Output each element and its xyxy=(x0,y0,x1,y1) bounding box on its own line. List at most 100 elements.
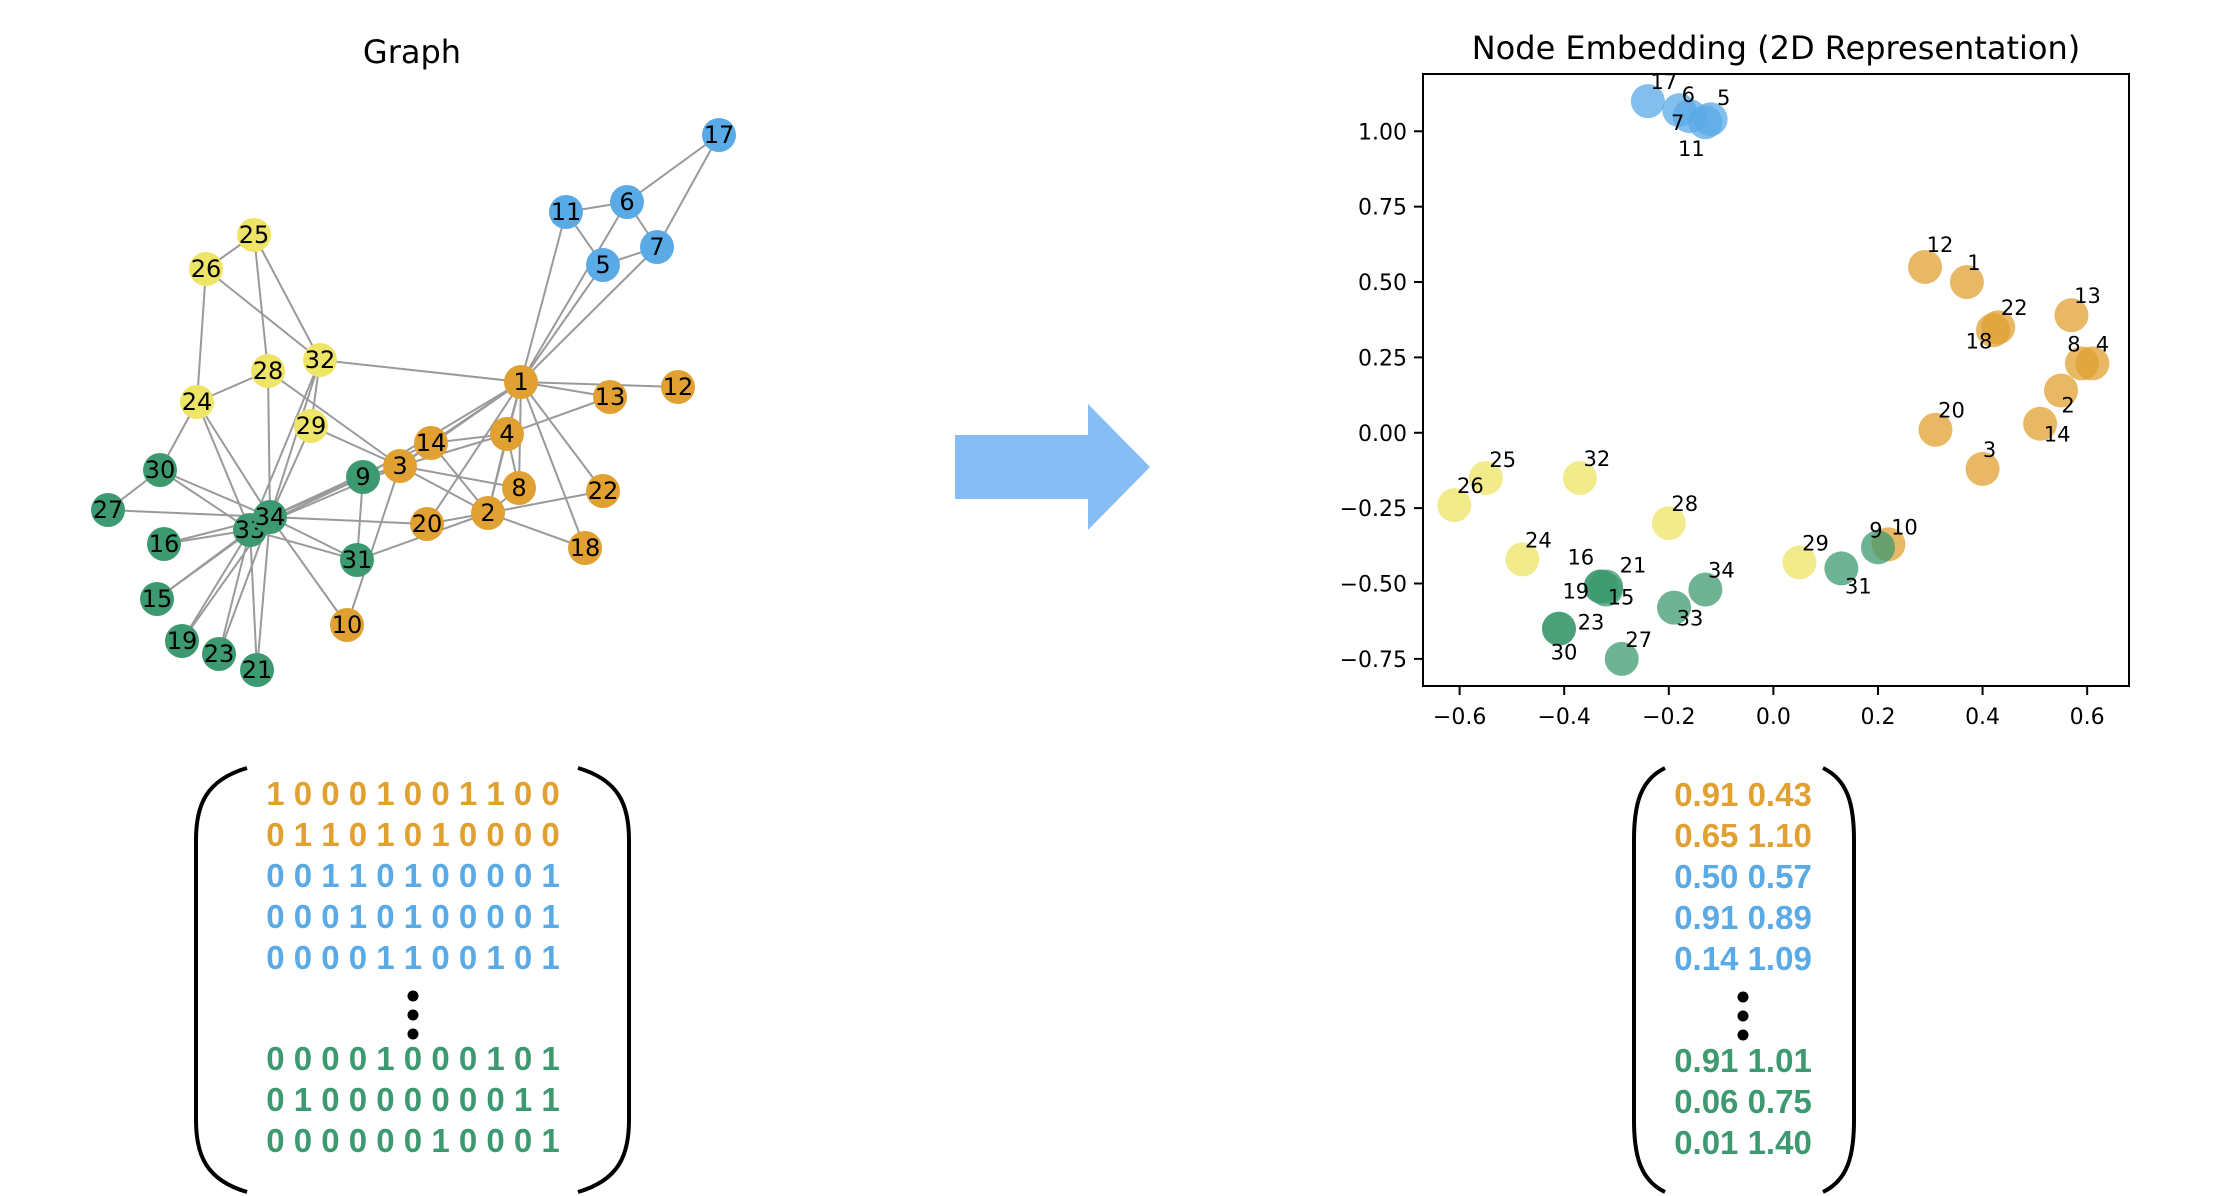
graph-node-label: 6 xyxy=(619,188,634,216)
embedding-rows: 0.91 0.43 0.65 1.10 0.50 0.57 0.91 0.89 0.14… xyxy=(1674,776,1812,1161)
matrix-ellipsis xyxy=(407,990,419,1040)
plot-frame xyxy=(1422,73,2130,687)
graph-node: 5 xyxy=(586,248,620,282)
y-tick-label: 0.75 xyxy=(1358,196,1407,221)
embedding-row: 0.01 1.40 xyxy=(1674,1124,1812,1161)
graph-edge xyxy=(218,529,251,655)
y-tick-label: 0.00 xyxy=(1358,422,1407,447)
graph-node: 27 xyxy=(91,493,125,527)
graph-node: 15 xyxy=(140,582,174,616)
graph-node-circle xyxy=(180,385,214,419)
graph-edge xyxy=(196,268,207,403)
x-tick-label: 0.2 xyxy=(1860,705,1895,730)
embedding-point xyxy=(1782,545,1817,580)
embedding-panel: Node Embedding (2D Representation) −0.6−… xyxy=(1340,29,2130,730)
graph-node-circle xyxy=(253,500,287,534)
graph-node-label: 13 xyxy=(595,383,626,411)
graph-node: 25 xyxy=(237,218,271,252)
graph-node-circle xyxy=(586,474,620,508)
graph-node: 3 xyxy=(383,449,417,483)
x-tick-label: −0.6 xyxy=(1433,705,1486,730)
graph-node-circle xyxy=(702,118,736,152)
graph-node-circle xyxy=(140,582,174,616)
graph-node-label: 3 xyxy=(392,452,407,480)
graph-node: 13 xyxy=(593,380,627,414)
graph-edge xyxy=(256,516,271,671)
graph-node-circle xyxy=(593,380,627,414)
adjacency-matrix: 1 0 0 0 1 0 0 1 1 0 0 0 1 1 0 1 0 1 0 0 0… xyxy=(194,766,631,1194)
graph-node-circle xyxy=(346,460,380,494)
graph-node-circle xyxy=(586,248,620,282)
embedding-point-label: 3 xyxy=(1983,438,1996,462)
graph-node-circle xyxy=(568,531,602,565)
graph-node: 31 xyxy=(340,543,374,577)
embedding-point xyxy=(2023,406,2058,441)
embedding-row: 0.65 1.10 xyxy=(1674,817,1812,854)
graph-node-circle xyxy=(330,608,364,642)
graph-node-label: 1 xyxy=(513,368,528,396)
graph-node-label: 23 xyxy=(204,640,235,668)
graph-edge xyxy=(205,268,321,361)
graph-edge xyxy=(430,381,522,444)
graph-edge xyxy=(346,465,401,626)
embedding-point-label: 6 xyxy=(1682,83,1695,107)
embedding-point xyxy=(1688,105,1723,140)
graph-node-circle xyxy=(549,195,583,229)
embedding-row: 0.91 0.89 xyxy=(1674,899,1812,936)
y-tick-label: 1.00 xyxy=(1358,120,1407,145)
graph-node-circle xyxy=(383,449,417,483)
embedding-point-label: 21 xyxy=(1620,554,1647,578)
graph-edge xyxy=(249,529,258,671)
embedding-point-label: 20 xyxy=(1938,399,1965,423)
matrix-left-bracket xyxy=(194,766,248,1194)
embedding-point xyxy=(1630,84,1665,119)
graph-nodes: 1234567891011121314151617181920212223242… xyxy=(91,118,736,687)
graph-node-label: 22 xyxy=(588,477,619,505)
graph-node: 19 xyxy=(165,624,199,658)
graph-node: 29 xyxy=(294,409,328,443)
x-tick-label: 0.4 xyxy=(1965,705,2000,730)
graph-node: 9 xyxy=(346,460,380,494)
graph-edge xyxy=(520,381,604,492)
graph-node: 2 xyxy=(471,496,505,530)
graph-node-label: 10 xyxy=(332,611,363,639)
graph-node-circle xyxy=(414,426,448,460)
graph-edge xyxy=(487,512,586,549)
embedding-point xyxy=(1860,530,1895,565)
embedding-point-label: 29 xyxy=(1802,531,1829,555)
graph-node-circle xyxy=(490,417,524,451)
graph-edge xyxy=(269,516,348,626)
graph-node-label: 5 xyxy=(595,251,610,279)
y-tick-label: −0.25 xyxy=(1340,497,1407,522)
embedding-point xyxy=(1965,451,2000,486)
embedding-point-label: 14 xyxy=(2044,423,2071,447)
graph-edge xyxy=(626,134,720,203)
embedding-point-label: 16 xyxy=(1567,546,1594,570)
embedding-point-label: 25 xyxy=(1489,448,1516,472)
graph-node-label: 27 xyxy=(93,496,124,524)
graph-node: 11 xyxy=(549,195,583,229)
graph-node: 17 xyxy=(702,118,736,152)
graph-node: 20 xyxy=(410,507,444,541)
graph-node: 24 xyxy=(180,385,214,419)
embedding-right-bracket xyxy=(1822,766,1856,1194)
embedding-point-label: 4 xyxy=(2096,332,2109,356)
graph-node: 7 xyxy=(640,230,674,264)
graph-node: 10 xyxy=(330,608,364,642)
embedding-point-label: 13 xyxy=(2074,284,2101,308)
graph-node: 30 xyxy=(143,453,177,487)
embedding-point xyxy=(1908,249,1943,284)
graph-edge xyxy=(267,370,271,518)
embedding-point-label: 10 xyxy=(1891,515,1918,539)
y-tick-label: −0.75 xyxy=(1340,648,1407,673)
graph-node-circle xyxy=(237,218,271,252)
graph-node: 32 xyxy=(303,343,337,377)
embedding-point-label: 33 xyxy=(1677,607,1704,631)
embedding-point-label: 27 xyxy=(1625,628,1652,652)
graph-node-label: 29 xyxy=(296,412,327,440)
graph-edge xyxy=(399,433,508,467)
embedding-point xyxy=(2044,373,2079,408)
embedding-point xyxy=(1651,506,1686,541)
graph-node-circle xyxy=(91,493,125,527)
